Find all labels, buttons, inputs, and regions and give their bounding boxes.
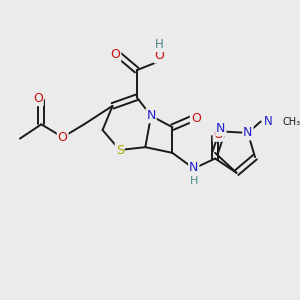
Text: N: N — [243, 126, 253, 140]
Text: N: N — [189, 160, 198, 174]
Text: CH₃: CH₃ — [282, 116, 300, 127]
Text: N: N — [146, 109, 156, 122]
Text: H: H — [155, 38, 164, 51]
Text: O: O — [58, 131, 68, 144]
Text: O: O — [33, 92, 43, 105]
Text: O: O — [214, 128, 224, 141]
Text: H: H — [190, 176, 198, 186]
Text: O: O — [110, 48, 120, 61]
Text: N: N — [216, 122, 226, 135]
Text: S: S — [116, 143, 124, 157]
Text: O: O — [154, 50, 164, 62]
Text: O: O — [191, 112, 201, 125]
Text: N: N — [263, 115, 272, 128]
